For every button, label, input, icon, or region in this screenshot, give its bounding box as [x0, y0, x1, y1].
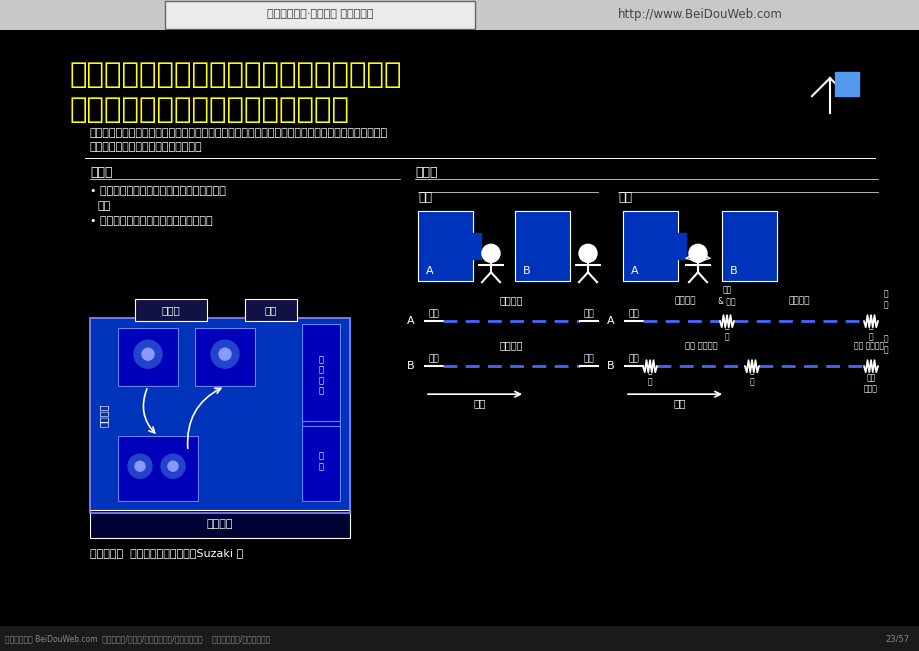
Circle shape — [688, 244, 706, 262]
Circle shape — [134, 340, 162, 368]
Text: 装
配: 装 配 — [318, 452, 323, 471]
Bar — [118, 328, 177, 386]
Text: 资料来源：  《制造业的新挑战》，Suzaki 著: 资料来源： 《制造业的新挑战》，Suzaki 著 — [90, 548, 243, 559]
Text: 卸载: 卸载 — [583, 354, 594, 363]
Text: 走
动: 走 动 — [883, 335, 888, 354]
Text: 原材料: 原材料 — [162, 305, 180, 315]
Circle shape — [168, 461, 177, 471]
Bar — [135, 299, 207, 321]
Text: 卸载
& 装载: 卸载 & 装载 — [718, 286, 735, 305]
Bar — [417, 211, 472, 281]
Text: 之后: 之后 — [618, 191, 631, 204]
Text: • 操作员必须培养多技能以处理多种工序: • 操作员必须培养多技能以处理多种工序 — [90, 216, 212, 226]
Text: 致性的前提下提供连续流所需的灵活性: 致性的前提下提供连续流所需的灵活性 — [90, 142, 202, 152]
Bar — [118, 436, 198, 501]
Text: B: B — [729, 266, 737, 276]
Text: 走
动: 走 动 — [868, 322, 872, 341]
Bar — [244, 299, 297, 321]
Circle shape — [135, 461, 145, 471]
Bar — [118, 436, 198, 501]
Text: 卸载: 卸载 — [583, 309, 594, 318]
Bar — [675, 233, 686, 259]
Text: 工人在具备多工序和多机器操作能力后，能够同时操作多台机器和执行多种工作，从而在保证质量和一: 工人在具备多工序和多机器操作能力后，能够同时操作多台机器和执行多种工作，从而在保… — [90, 128, 388, 138]
Bar — [301, 324, 340, 426]
Bar — [90, 318, 349, 513]
Text: • 车间以工序流为导向改变为以产品为导向的: • 车间以工序流为导向改变为以产品为导向的 — [90, 186, 226, 196]
FancyBboxPatch shape — [165, 1, 474, 29]
Text: 机械单元: 机械单元 — [99, 404, 108, 428]
Circle shape — [128, 454, 152, 478]
Text: 自动操作: 自动操作 — [499, 340, 523, 350]
Bar — [515, 211, 570, 281]
Text: A: A — [425, 266, 433, 276]
Text: 产品: 产品 — [265, 305, 277, 315]
Text: 23/57: 23/57 — [885, 634, 909, 643]
Bar — [301, 421, 340, 501]
Text: 走
动: 走 动 — [647, 367, 652, 386]
Bar — [195, 328, 255, 386]
Text: 走
动: 走 动 — [883, 290, 888, 309]
Circle shape — [161, 454, 185, 478]
Bar — [721, 211, 777, 281]
Bar — [721, 211, 777, 281]
Circle shape — [482, 244, 499, 262]
Text: 之前: 之前 — [417, 191, 432, 204]
Bar — [471, 233, 481, 259]
Bar — [90, 318, 349, 513]
Text: 走
动: 走 动 — [749, 367, 754, 386]
Text: 自动操作: 自动操作 — [499, 295, 523, 305]
Bar — [417, 211, 472, 281]
Bar — [118, 328, 177, 386]
Bar — [90, 510, 349, 538]
Text: 装载: 装载 — [428, 309, 439, 318]
Circle shape — [142, 348, 153, 360]
Text: 自动操作: 自动操作 — [674, 296, 695, 305]
Text: 装载 自动操作: 装载 自动操作 — [684, 341, 717, 350]
Text: 电气单元: 电气单元 — [207, 519, 233, 529]
Text: 自动操作: 自动操作 — [788, 296, 809, 305]
Bar — [301, 421, 340, 501]
Text: 多机器: 多机器 — [414, 166, 437, 179]
Text: 装载: 装载 — [428, 354, 439, 363]
Text: 多工序和多机操作可以有助于人机分离，并: 多工序和多机操作可以有助于人机分离，并 — [70, 61, 403, 89]
Text: A: A — [607, 316, 614, 326]
Bar — [622, 211, 677, 281]
Bar — [622, 211, 677, 281]
Text: 装载 自动操作: 装载 自动操作 — [853, 341, 883, 350]
Text: 装载: 装载 — [629, 309, 639, 318]
Text: 流
程
中
炉: 流 程 中 炉 — [318, 355, 323, 395]
Bar — [195, 328, 255, 386]
Circle shape — [219, 348, 231, 360]
Text: 卸载
与装载: 卸载 与装载 — [863, 374, 877, 393]
Text: 多工序: 多工序 — [90, 166, 112, 179]
Text: A: A — [630, 266, 638, 276]
Text: 布局: 布局 — [98, 201, 111, 211]
Bar — [834, 72, 858, 96]
Bar — [515, 211, 570, 281]
Text: 时间: 时间 — [473, 398, 486, 408]
Circle shape — [210, 340, 239, 368]
Text: 北斗成功社区 BeiDouWeb.com  教育音视频/电子书/实用资料文档/励志音乐影视    仅供免费试用/版权原著所有: 北斗成功社区 BeiDouWeb.com 教育音视频/电子书/实用资料文档/励志… — [5, 634, 270, 643]
Text: 北斗成功社区·来者有缘 共铸成功！: 北斗成功社区·来者有缘 共铸成功！ — [267, 9, 373, 20]
Text: 时间: 时间 — [673, 398, 686, 408]
Text: 装载: 装载 — [629, 354, 639, 363]
Text: 保证质量和一致性植根于生产流程中: 保证质量和一致性植根于生产流程中 — [70, 96, 349, 124]
Text: B: B — [407, 361, 414, 371]
Bar — [301, 324, 340, 426]
Text: B: B — [522, 266, 530, 276]
Text: http://www.BeiDouWeb.com: http://www.BeiDouWeb.com — [617, 8, 781, 21]
Circle shape — [578, 244, 596, 262]
Text: 走
动: 走 动 — [724, 322, 729, 341]
Text: B: B — [607, 361, 614, 371]
Text: A: A — [407, 316, 414, 326]
